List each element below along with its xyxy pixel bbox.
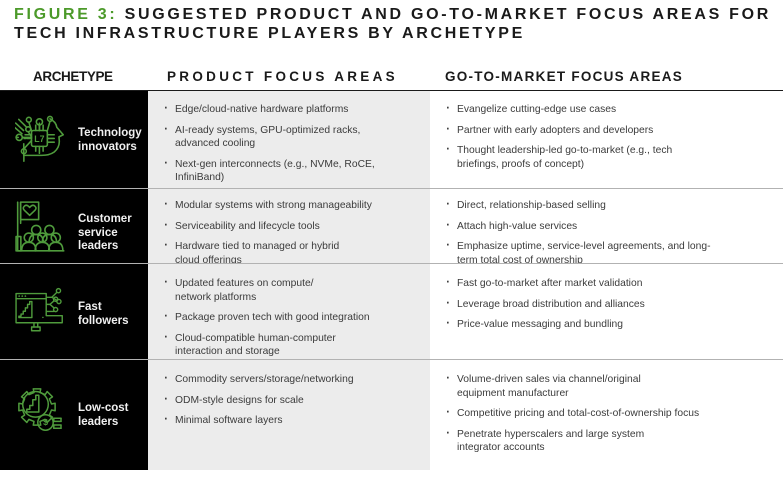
svg-text:$: $ <box>43 417 48 427</box>
svg-text:L7: L7 <box>34 134 44 144</box>
